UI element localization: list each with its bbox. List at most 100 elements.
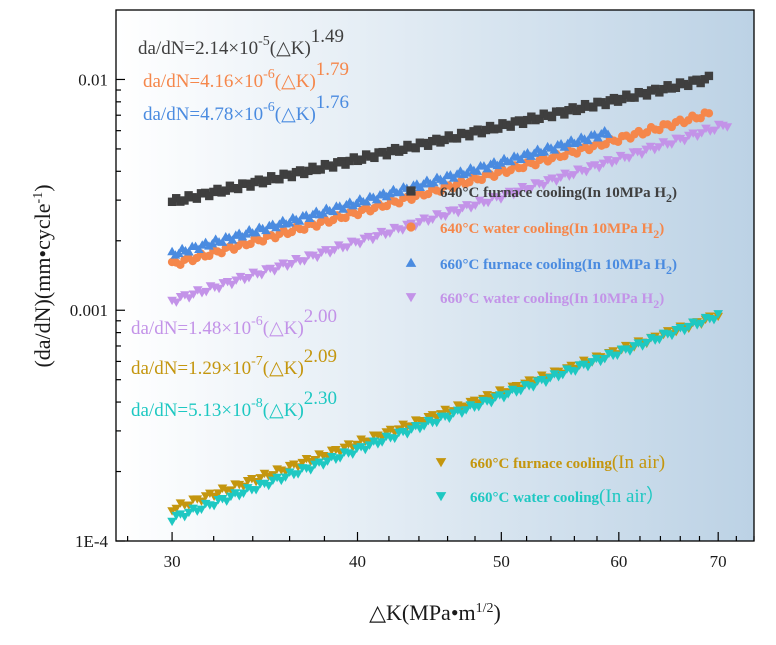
data-point (184, 508, 194, 518)
data-point (402, 430, 413, 439)
legend-item: 660°C furnace cooling(In 10MPa H2) (405, 257, 677, 277)
data-point (515, 154, 526, 164)
data-point (440, 212, 451, 222)
data-point (308, 251, 318, 260)
data-point (449, 206, 459, 215)
data-point (428, 177, 439, 187)
data-point (473, 402, 484, 412)
data-point (528, 383, 539, 392)
data-point (539, 147, 550, 156)
data-point (709, 315, 719, 325)
data-point (612, 351, 623, 360)
data-point (538, 181, 549, 191)
fit-equation: da/dN=4.78×10-6(△K)1.76 (143, 92, 349, 125)
data-point (617, 94, 627, 104)
data-point (474, 196, 485, 205)
data-point (184, 247, 194, 256)
data-point (632, 148, 643, 157)
fit-equation: da/dN=1.48×10-6(△K)2.00 (131, 306, 337, 339)
legend-marker (435, 492, 447, 502)
data-point (679, 326, 690, 336)
legend-marker (405, 293, 417, 303)
data-point (679, 136, 690, 146)
data-point (457, 409, 467, 418)
data-point (506, 122, 515, 131)
data-point (255, 474, 266, 483)
data-point (196, 497, 207, 506)
data-point (397, 226, 408, 235)
data-point (235, 272, 246, 282)
legend-item: 640°C furnace cooling(In 10MPa H2) (406, 185, 677, 205)
legend-marker (405, 257, 417, 267)
data-point (399, 145, 408, 154)
data-point (180, 196, 189, 205)
x-tick-label: 40 (349, 552, 366, 571)
data-point (226, 492, 236, 502)
data-point (184, 294, 194, 303)
data-point (713, 310, 724, 319)
legend-item: 660°C furnace cooling(In air) (435, 452, 665, 473)
data-point (376, 227, 387, 237)
data-point (440, 405, 450, 415)
data-point (201, 287, 212, 297)
data-point (231, 276, 241, 285)
data-point (167, 517, 177, 527)
data-point (385, 229, 395, 238)
data-point (194, 244, 204, 253)
data-point (318, 208, 328, 217)
data-point (238, 489, 249, 498)
data-point (482, 164, 493, 173)
data-point (701, 124, 711, 134)
legend-item: 640°C water cooling(In 10MPa H2) (406, 221, 664, 241)
data-point (230, 489, 240, 498)
series-1 (167, 71, 714, 207)
data-point (547, 112, 557, 122)
data-point (171, 504, 182, 514)
data-point (583, 363, 593, 372)
data-point (226, 486, 236, 495)
data-point (470, 201, 481, 211)
x-axis-title: △K(MPa•m1/2) (369, 600, 501, 625)
data-point (598, 159, 609, 169)
data-point (251, 486, 261, 495)
data-point (696, 319, 707, 329)
data-point (633, 339, 644, 348)
data-point (431, 418, 442, 428)
data-point (637, 342, 648, 351)
data-point (675, 324, 686, 333)
data-point (526, 184, 536, 194)
data-point (297, 458, 308, 468)
data-point (372, 232, 382, 241)
data-point (192, 286, 203, 295)
data-point (259, 469, 270, 479)
data-point (339, 443, 350, 452)
data-point (301, 455, 312, 464)
data-point (328, 163, 338, 172)
data-point (507, 385, 518, 395)
data-point (363, 232, 374, 242)
data-point (461, 406, 471, 415)
data-point (411, 143, 420, 153)
legend-marker (406, 186, 416, 196)
data-point (547, 174, 558, 183)
data-point (214, 284, 224, 294)
data-point (587, 358, 597, 367)
data-point (611, 157, 622, 166)
data-point (364, 441, 375, 450)
data-point (335, 454, 345, 463)
fit-equation: da/dN=5.13×10-8(△K)2.30 (131, 388, 337, 421)
data-point (602, 156, 613, 165)
data-point (581, 168, 592, 177)
data-point (483, 198, 493, 208)
data-point (570, 367, 581, 376)
data-point (594, 164, 605, 173)
data-point (440, 135, 449, 145)
data-point (338, 204, 348, 213)
legend-label: 640°C water cooling(In 10MPa H2) (440, 221, 664, 241)
data-point (642, 91, 652, 100)
data-point (398, 420, 408, 429)
y-tick-label: 0.01 (78, 70, 108, 89)
data-point (333, 241, 344, 250)
data-point (357, 155, 367, 164)
data-point (667, 331, 677, 341)
